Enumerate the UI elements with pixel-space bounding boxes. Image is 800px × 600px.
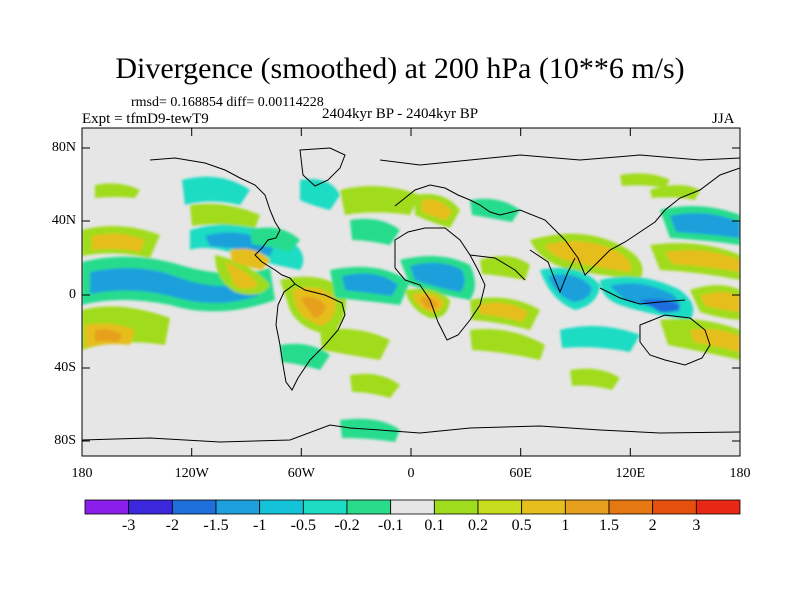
field-band	[640, 298, 680, 313]
field-band	[90, 268, 258, 303]
colorbar-label: -2	[165, 517, 179, 534]
colorbar-label: 0.1	[424, 517, 445, 534]
field-band	[92, 233, 145, 252]
lon-label: 120W	[174, 466, 209, 481]
colorbar-swatch	[302, 499, 348, 515]
divergence-field	[82, 173, 740, 442]
europe-coast	[394, 184, 501, 216]
field-band	[340, 186, 420, 215]
colorbar-swatch	[433, 499, 479, 515]
field-band	[420, 297, 438, 309]
axis-ticks	[82, 128, 740, 456]
colorbar-swatch	[521, 499, 566, 515]
colorbar-swatch	[215, 499, 261, 515]
lat-label: 80S	[54, 433, 76, 448]
field-band	[670, 213, 740, 238]
colorbar-swatch	[259, 499, 304, 515]
field-band	[422, 199, 452, 220]
colorbar-label: -1	[252, 517, 267, 534]
field-band	[478, 302, 528, 322]
field-band	[665, 250, 740, 272]
lon-label: 180	[71, 466, 93, 481]
experiment-label: Expt = tfmD9-tewT9	[82, 111, 209, 127]
lat-label: 0	[69, 287, 76, 302]
colorbar-label: -0.2	[334, 517, 360, 534]
field-band	[690, 328, 740, 352]
colorbar-label: 3	[692, 517, 701, 534]
arabia-coast	[469, 254, 526, 281]
field-band	[560, 326, 640, 352]
period-label: 2404kyr BP - 2404kyr BP	[322, 106, 479, 122]
field-band	[620, 173, 670, 188]
australia-coast	[639, 314, 711, 366]
arctic-coast	[379, 154, 740, 166]
field-band	[545, 241, 632, 272]
north-america-coast	[149, 157, 296, 285]
stats-text: rmsd= 0.168854 diff= 0.00114228	[131, 95, 324, 110]
colorbar-swatch	[695, 499, 741, 515]
asia-coast	[499, 167, 740, 276]
field-band	[650, 185, 700, 200]
africa-coast	[394, 227, 486, 341]
field-band	[700, 292, 740, 312]
lon-label: 60E	[509, 466, 532, 481]
colorbar-label: 0.2	[468, 517, 488, 534]
field-band	[480, 256, 530, 280]
colorbar-swatch	[652, 499, 697, 515]
colorbar-swatch	[171, 499, 217, 515]
lon-label: 0	[407, 466, 415, 481]
field-band	[342, 273, 398, 296]
colorbar-label: -3	[121, 517, 136, 534]
colorbar-label: 0.5	[511, 517, 532, 534]
field-band	[300, 297, 326, 318]
field-band	[410, 262, 465, 292]
colorbar-swatch	[390, 499, 435, 515]
lat-label: 40S	[54, 360, 76, 375]
field-band	[95, 329, 122, 342]
field-band	[570, 368, 620, 390]
map-title: Divergence (smoothed) at 200 hPa (10**6 …	[115, 52, 685, 85]
field-band	[470, 198, 520, 222]
field-band	[350, 218, 400, 245]
field-band	[280, 343, 330, 370]
colorbar-label: -0.1	[377, 517, 404, 534]
colorbar-swatch	[608, 499, 654, 515]
antarctica-coast	[82, 424, 740, 443]
colorbar-label: 1	[561, 517, 570, 534]
field-band	[300, 179, 340, 210]
field-band	[320, 328, 390, 360]
field-band	[470, 329, 545, 360]
field-band	[182, 176, 250, 205]
lat-label: 80N	[51, 140, 76, 155]
colorbar-swatch	[84, 499, 130, 515]
colorbar-label: 1.5	[599, 517, 619, 534]
field-band	[225, 262, 258, 289]
field-band	[230, 248, 270, 270]
colorbar-swatch	[477, 499, 523, 515]
coastlines	[82, 147, 740, 443]
colorbar	[84, 499, 741, 515]
greenland-coast	[299, 147, 346, 187]
colorbar-swatch	[346, 499, 392, 515]
lon-label: 60W	[287, 466, 315, 481]
colorbar-label: 2	[648, 517, 657, 534]
field-band	[548, 274, 592, 302]
field-band	[250, 227, 300, 252]
lon-label: 120E	[615, 466, 646, 481]
india-coast	[529, 249, 576, 294]
colorbar-label: -0.5	[290, 517, 316, 534]
field-band	[190, 203, 260, 228]
lat-label: 40N	[51, 213, 76, 228]
indonesia-coast	[599, 287, 686, 305]
field-band	[340, 418, 400, 442]
field-band	[95, 183, 140, 198]
colorbar-swatch	[564, 499, 610, 515]
colorbar-swatch	[128, 499, 173, 515]
field-band	[350, 373, 400, 398]
south-america-coast	[275, 283, 346, 391]
colorbar-label: -1.5	[203, 517, 229, 534]
season-label: JJA	[712, 111, 735, 127]
lon-label: 180	[729, 466, 751, 481]
